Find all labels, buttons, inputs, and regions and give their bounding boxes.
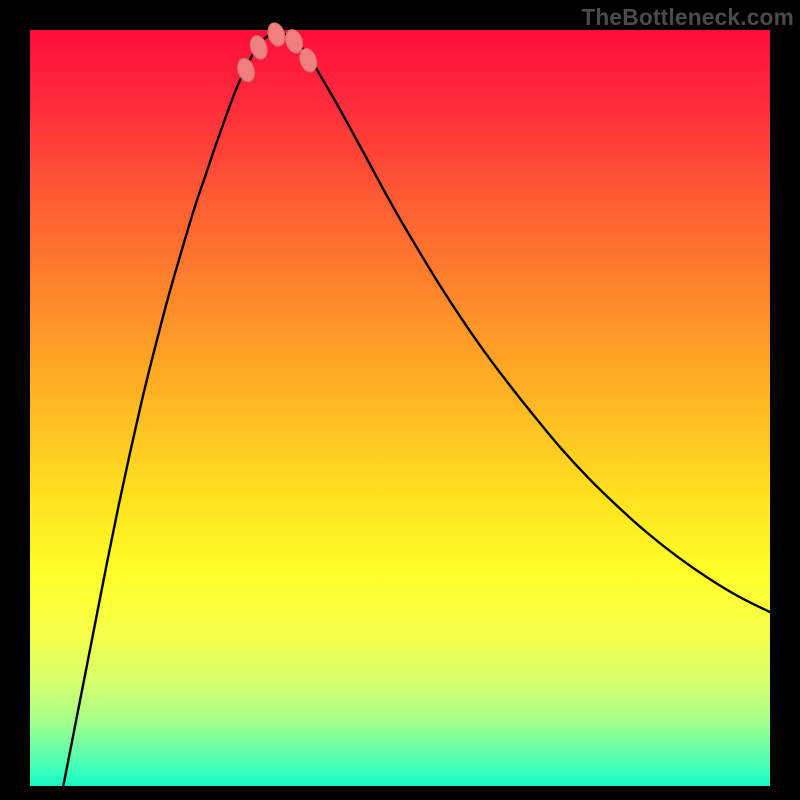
watermark-text: TheBottleneck.com — [581, 4, 794, 31]
curve-marker — [235, 56, 258, 84]
bottleneck-curve-layer — [30, 30, 770, 786]
curve-marker — [265, 21, 288, 49]
curve-markers — [235, 21, 320, 84]
bottleneck-curve — [63, 33, 770, 786]
plot-area — [30, 30, 770, 786]
chart-frame: TheBottleneck.com — [0, 0, 800, 800]
